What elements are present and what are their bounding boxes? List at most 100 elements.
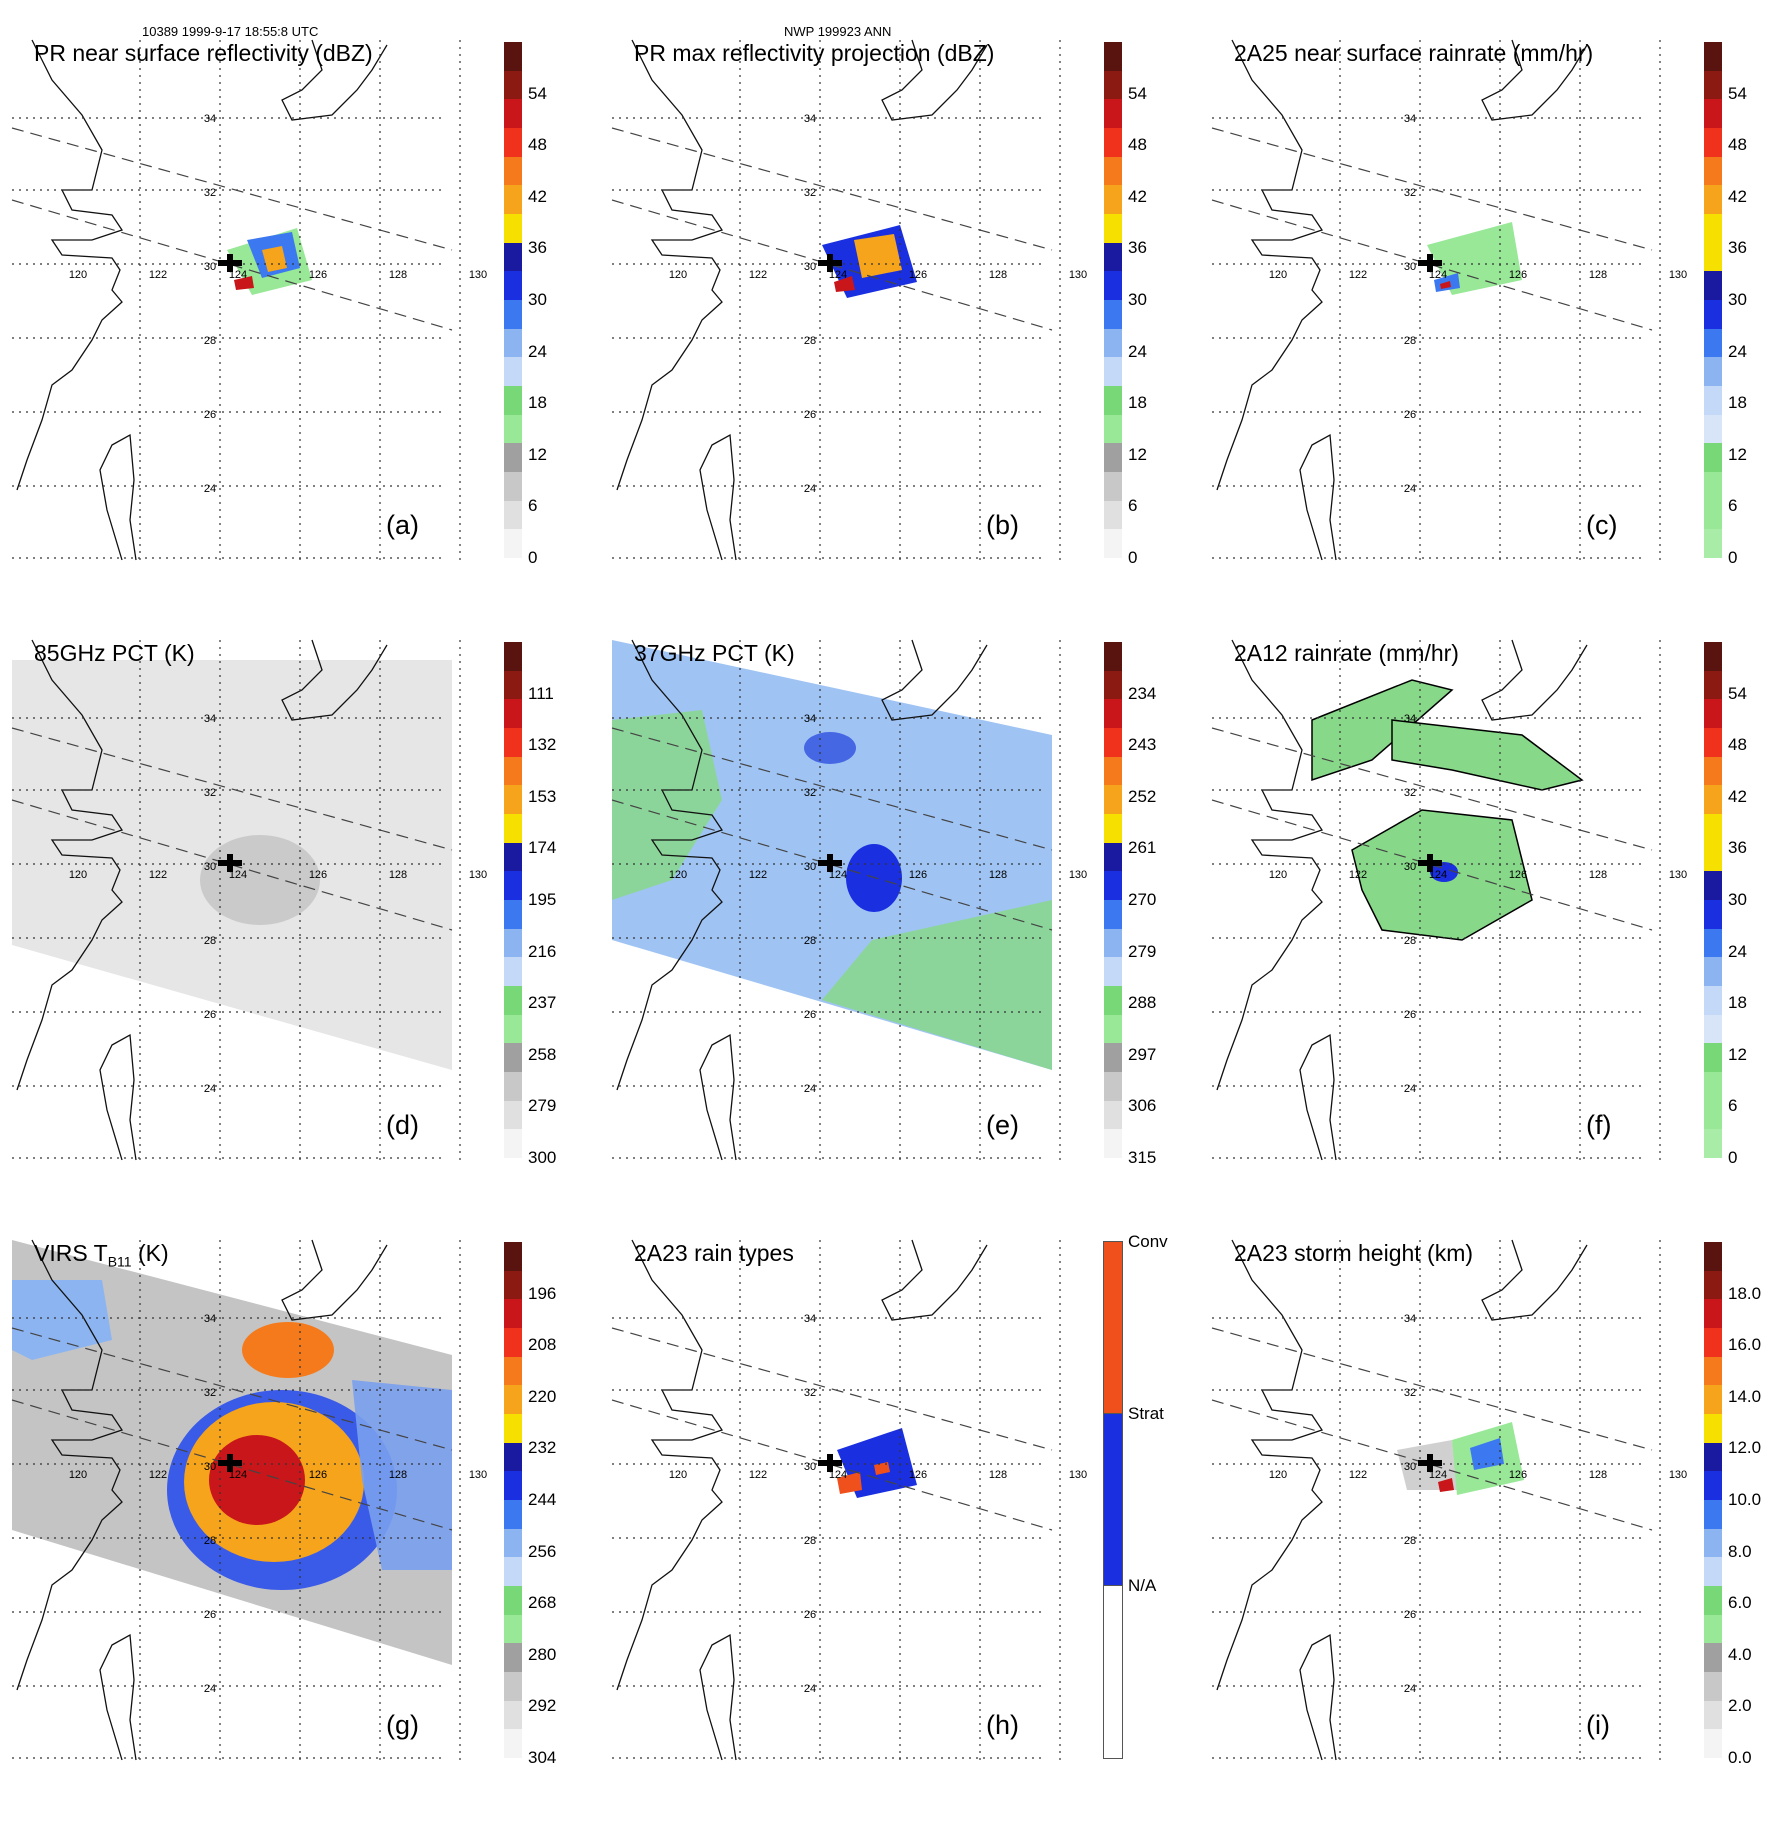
colorbar-segment bbox=[1704, 1442, 1722, 1472]
lon-label: 120 bbox=[69, 1469, 87, 1481]
lon-label: 120 bbox=[669, 269, 687, 281]
lon-label: 120 bbox=[1269, 869, 1287, 881]
colorbar-segment bbox=[504, 900, 522, 930]
lon-label: 124 bbox=[829, 869, 847, 881]
colorbar-segment bbox=[1104, 1129, 1122, 1159]
panel-label: (f) bbox=[1586, 1110, 1612, 1140]
colorbar-segment bbox=[504, 1528, 522, 1558]
colorbar-segment bbox=[504, 1586, 522, 1616]
colorbar-segment bbox=[1704, 1528, 1722, 1558]
colorbar-segment bbox=[1104, 642, 1122, 672]
lat-label: 28 bbox=[1404, 935, 1416, 947]
lon-label: 130 bbox=[1669, 269, 1687, 281]
colorbar-tick-label: 36 bbox=[1728, 838, 1747, 858]
precip-patch bbox=[874, 1462, 890, 1475]
colorbar-tick-label: 306 bbox=[1128, 1096, 1157, 1116]
colorbar-segment bbox=[1104, 99, 1122, 129]
colorbar: 54 48 42 36 30 24 18 12 6 0 bbox=[1704, 642, 1747, 1167]
colorbar-segment bbox=[504, 156, 522, 186]
colorbar-segment bbox=[1704, 1385, 1722, 1415]
colorbar-tick-label: 232 bbox=[528, 1438, 557, 1458]
colorbar-segment bbox=[1704, 357, 1722, 387]
colorbar-tick-label: 261 bbox=[1128, 838, 1157, 858]
colorbar-tick-label: 12 bbox=[1128, 444, 1147, 464]
colorbar-segment bbox=[1104, 128, 1122, 158]
coastline-china bbox=[16, 1239, 124, 1691]
colorbar: 54 48 42 36 30 24 18 12 6 0 bbox=[1104, 42, 1147, 567]
colorbar-tick-label: 6 bbox=[1728, 496, 1738, 516]
colorbar-segment bbox=[504, 642, 522, 672]
colorbar-segment bbox=[1104, 414, 1122, 444]
swath-edge-north bbox=[1211, 127, 1653, 251]
panel-label: (c) bbox=[1586, 510, 1618, 540]
lon-label: 126 bbox=[309, 869, 327, 881]
colorbar-segment bbox=[1104, 756, 1122, 786]
lat-label: 28 bbox=[1404, 335, 1416, 347]
map-h: 120 122 124 126 128 130 34 32 30 28 26 24 bbox=[611, 1239, 1087, 1761]
colorbar-segment bbox=[1104, 357, 1122, 387]
colorbar-tick-label: 258 bbox=[528, 1044, 557, 1064]
coastline-china bbox=[616, 639, 724, 1091]
colorbar-tick-label: 6 bbox=[1728, 1096, 1738, 1116]
panel-title-subscript: B11 bbox=[107, 1253, 132, 1270]
panel-title-text: 2A25 near surface rainrate (mm/hr) bbox=[1234, 40, 1594, 66]
colorbar-tick-label: 14.0 bbox=[1728, 1386, 1762, 1406]
lat-label: 24 bbox=[1404, 1083, 1416, 1095]
colorbar-tick-label: 280 bbox=[528, 1644, 557, 1664]
colorbar-tick-label: 297 bbox=[1128, 1044, 1157, 1064]
colorbar-segment bbox=[1704, 1356, 1722, 1386]
panel-title: 85GHz PCT (K) bbox=[34, 640, 195, 667]
lat-label: 34 bbox=[1404, 113, 1416, 125]
colorbar-segment bbox=[1704, 1328, 1722, 1358]
lon-label: 122 bbox=[149, 269, 167, 281]
colorbar-segment bbox=[1104, 900, 1122, 930]
colorbar-segment bbox=[504, 928, 522, 958]
lon-label: 130 bbox=[1069, 1469, 1087, 1481]
colorbar-segment bbox=[1704, 271, 1722, 301]
coastline-korea bbox=[1481, 39, 1588, 121]
panel-title: 2A25 near surface rainrate (mm/hr) bbox=[1234, 40, 1593, 67]
lat-label: 24 bbox=[804, 483, 816, 495]
storm-center-marker bbox=[1418, 854, 1442, 872]
coastline-taiwan bbox=[1299, 433, 1337, 561]
colorbar-tick-label: 111 bbox=[528, 683, 554, 703]
lat-label: 28 bbox=[204, 1535, 216, 1547]
colorbar-segment bbox=[504, 1129, 522, 1159]
colorbar-segment bbox=[1704, 785, 1722, 815]
colorbar-tick-label: 208 bbox=[528, 1335, 557, 1355]
colorbar-segment bbox=[1704, 386, 1722, 416]
colorbar-segment bbox=[1103, 1585, 1123, 1759]
colorbar-tick-label: 48 bbox=[1728, 135, 1747, 155]
panel-title-text: 37GHz PCT (K) bbox=[634, 640, 795, 666]
colorbar-segment bbox=[1704, 986, 1722, 1016]
lat-label: 30 bbox=[204, 261, 216, 273]
colorbar-segment bbox=[1704, 99, 1722, 129]
colorbar-segment bbox=[1104, 185, 1122, 215]
colorbar-tick-label: 153 bbox=[528, 786, 557, 806]
lat-label: 34 bbox=[204, 1313, 216, 1325]
colorbar-segment bbox=[1704, 443, 1722, 473]
colorbar-segment bbox=[1704, 1586, 1722, 1616]
colorbar-segment bbox=[1704, 1100, 1722, 1130]
map-b: 120 122 124 126 128 130 34 32 30 28 26 24 bbox=[611, 39, 1087, 561]
colorbar-segment bbox=[1704, 214, 1722, 244]
colorbar-segment bbox=[504, 1414, 522, 1444]
coastline-taiwan bbox=[1299, 1633, 1337, 1761]
colorbar-segment bbox=[504, 1672, 522, 1702]
colorbar-segment bbox=[504, 414, 522, 444]
colorbar-segment bbox=[1103, 1241, 1123, 1415]
swath-edge-north bbox=[611, 727, 1053, 851]
colorbar-tick-label: 16.0 bbox=[1728, 1335, 1762, 1355]
colorbar-tick-label: 18 bbox=[1128, 393, 1147, 413]
lon-label: 128 bbox=[1589, 269, 1607, 281]
lat-label: 24 bbox=[804, 1083, 816, 1095]
swath-edge-north bbox=[1211, 1327, 1653, 1451]
lat-label: 30 bbox=[1404, 1461, 1416, 1473]
lat-label: 30 bbox=[204, 1461, 216, 1473]
colorbar-segment bbox=[1104, 871, 1122, 901]
colorbar-tick-label: 279 bbox=[528, 1096, 557, 1116]
storm-center-marker bbox=[218, 254, 242, 272]
colorbar-tick-label: 24 bbox=[1728, 941, 1747, 961]
colorbar-segment bbox=[1104, 728, 1122, 758]
colorbar-tick-label: 0 bbox=[1728, 1148, 1738, 1167]
